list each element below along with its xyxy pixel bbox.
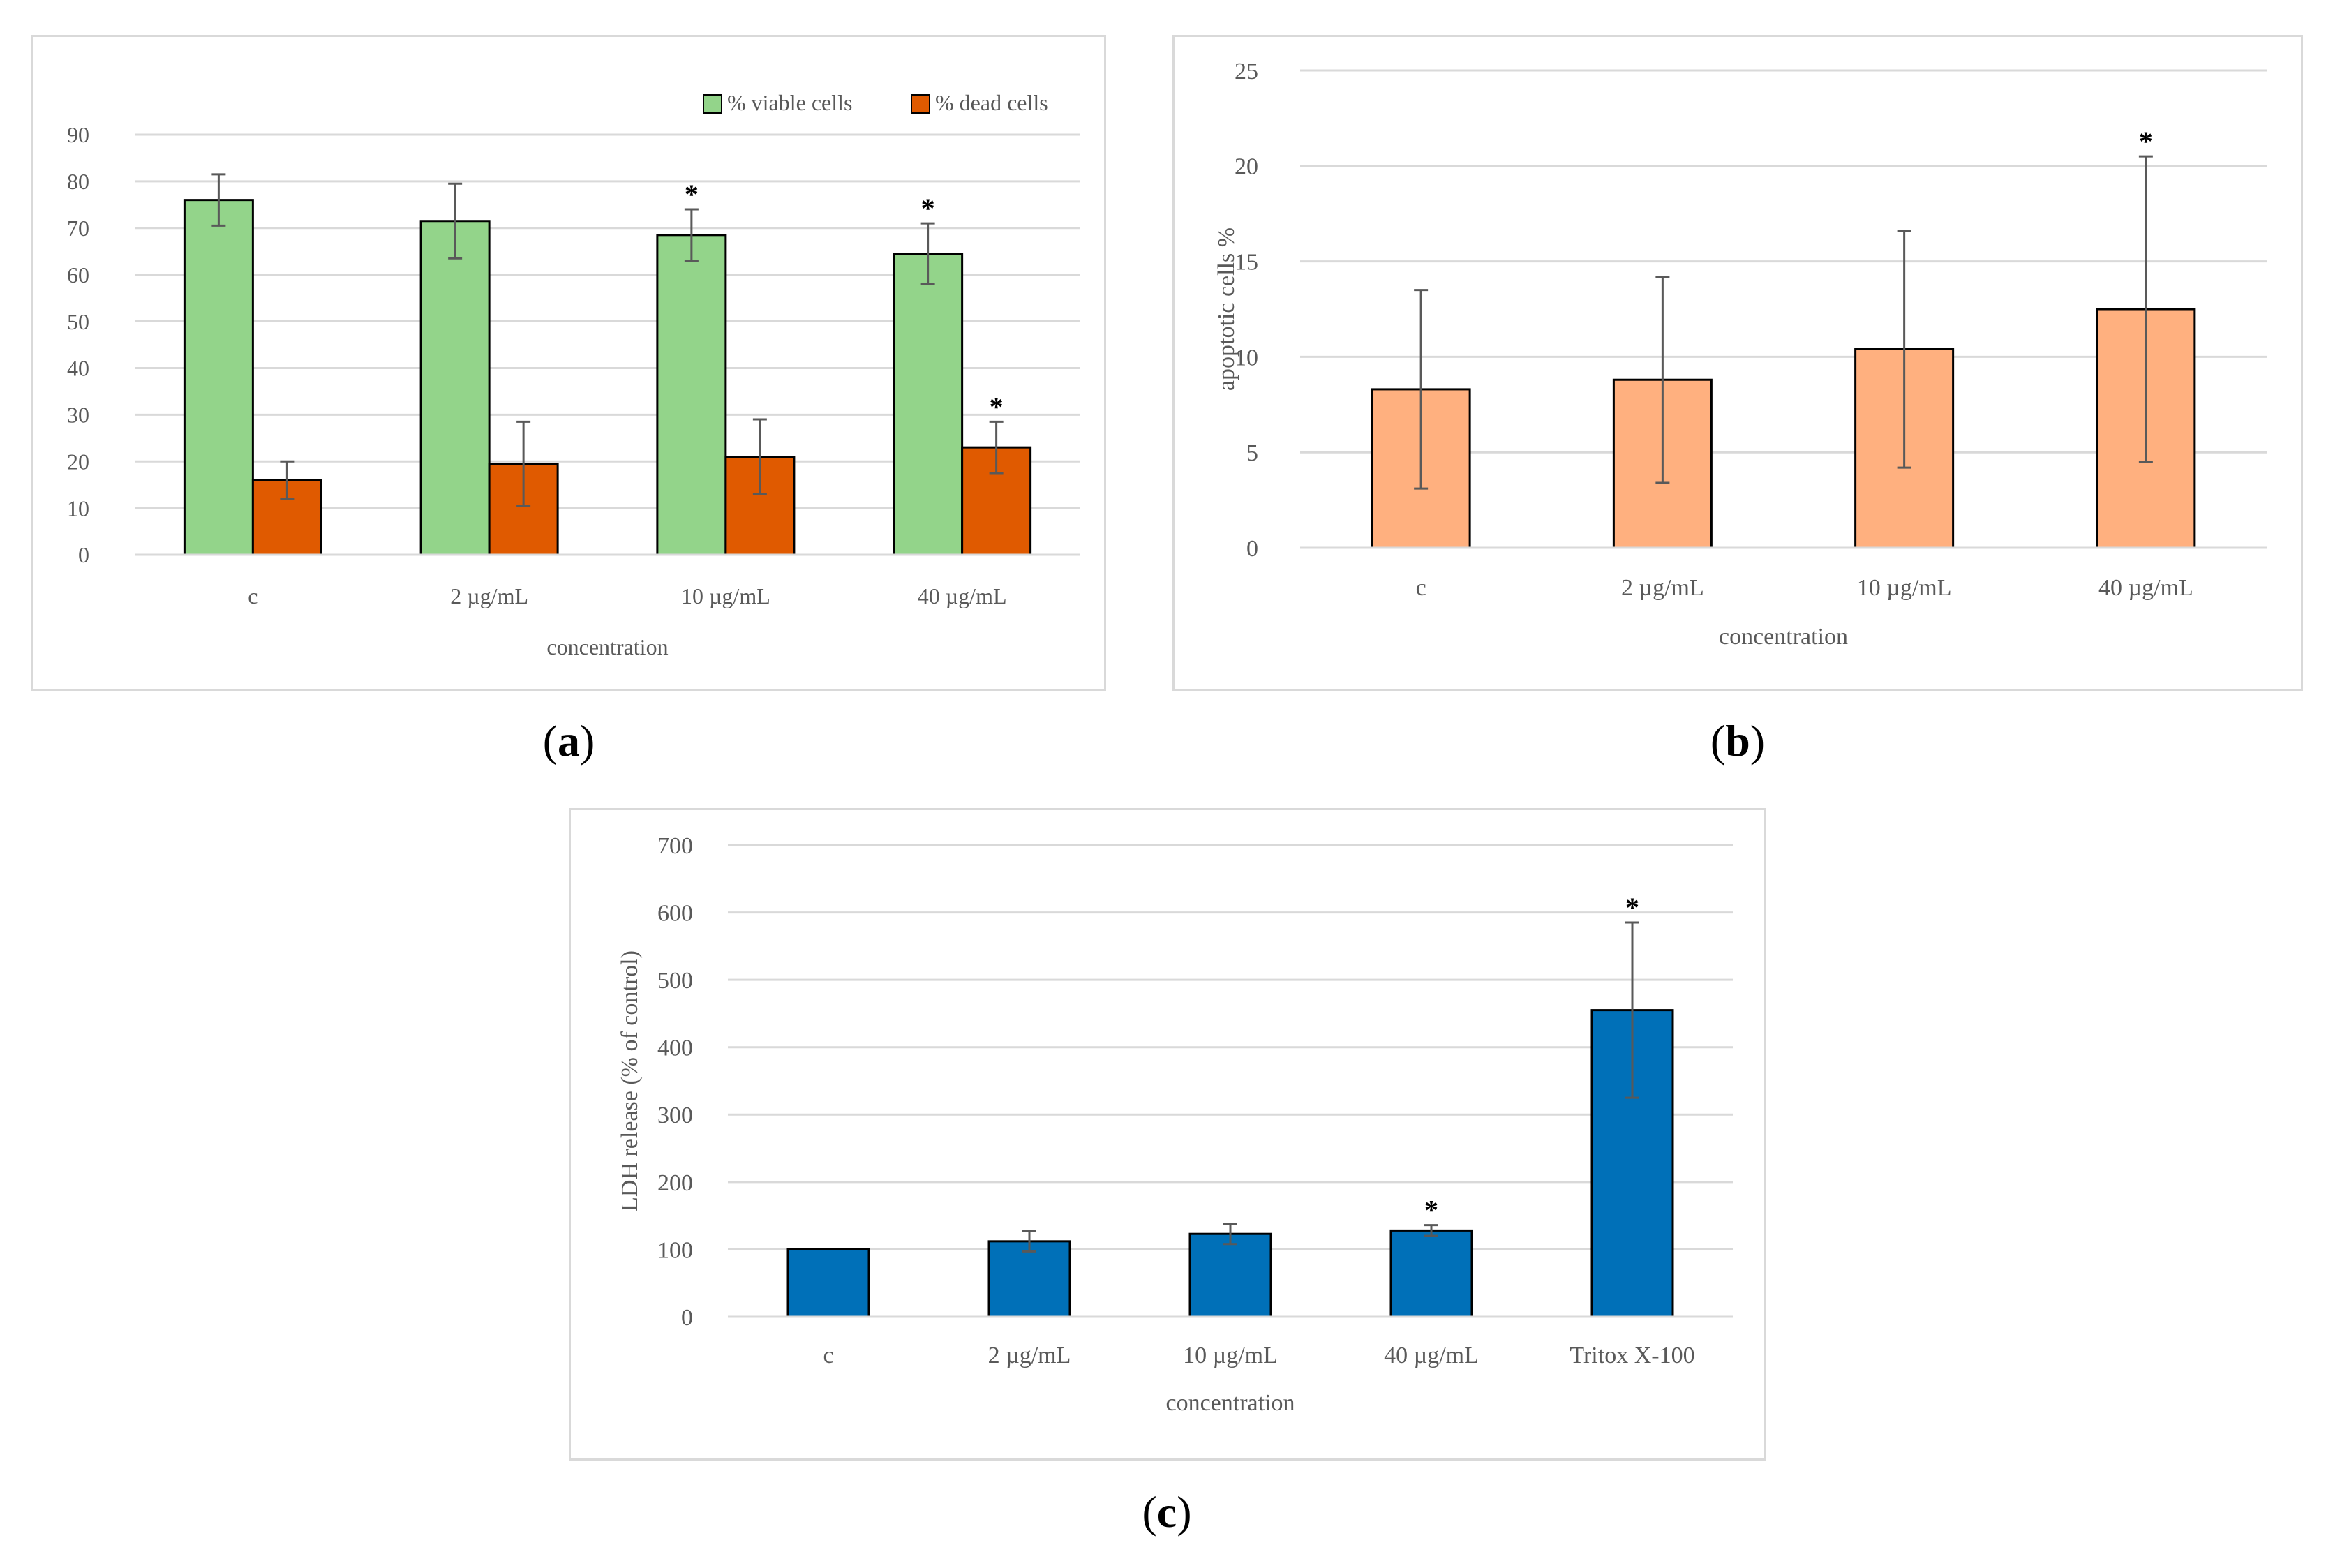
- chart-panel-b: 0 5 10 15 20 25 c 2 µg/mL 10 µg/mL 40 µg/mL concen…: [1172, 35, 2303, 691]
- y-tick-label: 5: [1246, 440, 1258, 466]
- y-tick-label: 0: [78, 542, 89, 567]
- chart-b-svg: 0 5 10 15 20 25 c 2 µg/mL 10 µg/mL 40 µg/mL concen…: [1214, 59, 2267, 650]
- y-tick-label: 0: [681, 1305, 693, 1331]
- x-tick-label: 40 µg/mL: [2098, 575, 2193, 601]
- x-tick-label: c: [1416, 575, 1426, 601]
- x-axis-title: concentration: [1165, 1390, 1295, 1416]
- caption-c: (c): [1142, 1487, 1192, 1537]
- y-tick-label: 0: [1246, 536, 1258, 562]
- x-tick-label: 40 µg/mL: [918, 583, 1007, 608]
- legend-swatch: [911, 94, 930, 114]
- significance-marker: *: [1625, 892, 1639, 923]
- significance-marker: *: [990, 391, 1004, 422]
- y-tick-label: 25: [1235, 59, 1258, 84]
- x-tick-label: 2 µg/mL: [988, 1343, 1071, 1368]
- bar: [656, 234, 727, 556]
- bar: [1188, 1232, 1272, 1318]
- y-tick-label: 50: [67, 309, 89, 334]
- y-tick-label: 30: [67, 403, 89, 428]
- y-tick-label: 600: [657, 900, 693, 926]
- x-tick-label: 40 µg/mL: [1384, 1343, 1479, 1368]
- bar: [1389, 1229, 1473, 1318]
- bar: [786, 1248, 870, 1318]
- legend-label: % viable cells: [727, 90, 852, 115]
- x-tick-label: 2 µg/mL: [1621, 575, 1704, 601]
- caption-a: (a): [542, 716, 595, 766]
- y-tick-label: 70: [67, 216, 89, 241]
- caption-b: (b): [1710, 716, 1766, 766]
- chart-panel-a: 0 10 20 30 40 50 60 70 80 90 c 2 µg/mL 10 µg/mL 40 µg…: [31, 35, 1106, 691]
- bar: [419, 220, 491, 556]
- significance-marker: *: [1424, 1195, 1438, 1226]
- y-tick-label: 400: [657, 1036, 693, 1061]
- bar: [183, 199, 254, 556]
- x-tick-label: 10 µg/mL: [681, 583, 770, 608]
- y-tick-label: 500: [657, 968, 693, 994]
- y-tick-label: 40: [67, 356, 89, 381]
- y-axis-title: LDH release (% of control): [617, 950, 643, 1211]
- x-tick-label: 10 µg/mL: [1857, 575, 1952, 601]
- y-tick-label: 300: [657, 1103, 693, 1128]
- x-tick-label: 10 µg/mL: [1183, 1343, 1278, 1368]
- y-tick-label: 10: [67, 495, 89, 521]
- bar: [987, 1240, 1071, 1318]
- x-tick-label: c: [248, 583, 258, 608]
- y-tick-label: 60: [67, 262, 89, 288]
- y-tick-label: 100: [657, 1237, 693, 1263]
- x-axis-title: concentration: [546, 634, 668, 659]
- y-tick-label: 200: [657, 1170, 693, 1196]
- bar: [893, 253, 964, 556]
- x-tick-label: Tritox X-100: [1570, 1343, 1694, 1368]
- x-axis-title: concentration: [1719, 624, 1848, 650]
- y-tick-label: 20: [67, 449, 89, 474]
- y-tick-label: 20: [1235, 154, 1258, 180]
- significance-marker: *: [685, 179, 699, 210]
- y-tick-label: 80: [67, 169, 89, 194]
- significance-marker: *: [2139, 126, 2153, 157]
- y-axis-title: apoptotic cells %: [1214, 227, 1239, 391]
- chart-panel-c: 0 100 200 300 400 500 600 700 c 2 µg/mL 10 µg/mL 40…: [569, 808, 1766, 1461]
- y-tick-label: 700: [657, 833, 693, 859]
- y-tick-label: 15: [1235, 250, 1258, 276]
- x-tick-label: 2 µg/mL: [450, 583, 528, 608]
- significance-marker: *: [921, 193, 935, 224]
- y-tick-label: 90: [67, 122, 89, 147]
- chart-c-svg: 0 100 200 300 400 500 600 700 c 2 µg/mL 10 µg/mL 40…: [617, 833, 1733, 1416]
- y-tick-label: 10: [1235, 345, 1258, 371]
- legend-swatch: [703, 94, 722, 114]
- legend-label: % dead cells: [935, 90, 1048, 115]
- x-tick-label: c: [823, 1343, 833, 1368]
- chart-a-svg: 0 10 20 30 40 50 60 70 80 90 c 2 µg/mL 10 µg/mL 40 µg…: [67, 90, 1080, 659]
